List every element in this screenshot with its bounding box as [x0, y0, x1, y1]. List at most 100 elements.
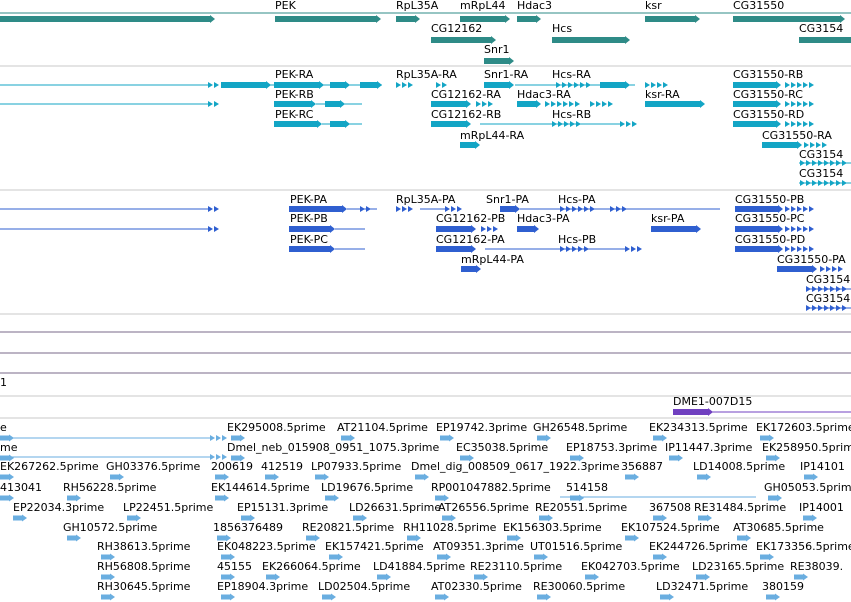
feature-glyph[interactable] [733, 120, 781, 128]
feature-glyph[interactable] [794, 573, 808, 581]
feature-glyph[interactable] [431, 36, 496, 44]
feature-glyph[interactable] [215, 494, 229, 502]
feature-glyph[interactable] [474, 573, 488, 581]
feature-glyph[interactable] [460, 454, 474, 462]
feature-glyph[interactable] [396, 15, 420, 23]
feature-glyph[interactable] [484, 57, 514, 65]
feature-glyph[interactable] [760, 553, 774, 561]
feature-glyph[interactable] [803, 514, 817, 522]
feature-glyph[interactable] [231, 434, 245, 442]
feature-glyph[interactable] [437, 553, 451, 561]
feature-glyph[interactable] [266, 573, 280, 581]
feature-glyph[interactable] [653, 553, 667, 561]
feature-glyph[interactable] [645, 100, 705, 108]
feature-glyph[interactable] [330, 120, 350, 128]
feature-glyph[interactable] [737, 534, 751, 542]
feature-glyph[interactable] [274, 81, 324, 89]
feature-glyph[interactable] [733, 15, 845, 23]
feature-glyph[interactable] [799, 36, 851, 44]
feature-glyph[interactable] [217, 534, 231, 542]
feature-glyph[interactable] [289, 245, 335, 253]
feature-glyph[interactable] [431, 100, 471, 108]
feature-glyph[interactable] [600, 81, 630, 89]
feature-glyph[interactable] [500, 205, 520, 213]
feature-glyph[interactable] [651, 225, 701, 233]
feature-glyph[interactable] [221, 553, 235, 561]
feature-glyph[interactable] [407, 534, 421, 542]
feature-glyph[interactable] [653, 514, 667, 522]
feature-glyph[interactable] [552, 36, 630, 44]
feature-glyph[interactable] [289, 205, 347, 213]
feature-glyph[interactable] [697, 473, 711, 481]
feature-glyph[interactable] [0, 473, 14, 481]
feature-glyph[interactable] [377, 573, 391, 581]
feature-glyph[interactable] [733, 100, 781, 108]
feature-glyph[interactable] [341, 434, 355, 442]
feature-glyph[interactable] [215, 473, 229, 481]
feature-glyph[interactable] [436, 225, 476, 233]
feature-glyph[interactable] [231, 454, 245, 462]
feature-glyph[interactable] [653, 434, 667, 442]
feature-glyph[interactable] [329, 553, 343, 561]
feature-glyph[interactable] [0, 494, 14, 502]
feature-glyph[interactable] [625, 534, 639, 542]
feature-glyph[interactable] [735, 205, 783, 213]
feature-glyph[interactable] [460, 141, 480, 149]
feature-glyph[interactable] [484, 81, 514, 89]
feature-glyph[interactable] [777, 265, 817, 273]
feature-glyph[interactable] [110, 473, 124, 481]
feature-glyph[interactable] [570, 494, 584, 502]
feature-glyph[interactable] [315, 473, 329, 481]
feature-glyph[interactable] [325, 494, 339, 502]
feature-glyph[interactable] [440, 434, 454, 442]
feature-glyph[interactable] [625, 473, 639, 481]
feature-glyph[interactable] [435, 593, 449, 601]
feature-glyph[interactable] [101, 553, 115, 561]
feature-glyph[interactable] [760, 434, 774, 442]
feature-glyph[interactable] [698, 514, 712, 522]
feature-glyph[interactable] [101, 573, 115, 581]
feature-glyph[interactable] [101, 593, 115, 601]
feature-glyph[interactable] [517, 100, 541, 108]
feature-glyph[interactable] [766, 593, 780, 601]
feature-glyph[interactable] [435, 494, 449, 502]
feature-glyph[interactable] [517, 15, 541, 23]
feature-glyph[interactable] [325, 100, 345, 108]
feature-glyph[interactable] [517, 225, 539, 233]
feature-glyph[interactable] [306, 534, 320, 542]
feature-glyph[interactable] [322, 593, 336, 601]
feature-glyph[interactable] [645, 15, 700, 23]
feature-glyph[interactable] [735, 225, 783, 233]
feature-glyph[interactable] [265, 473, 279, 481]
feature-glyph[interactable] [442, 514, 456, 522]
feature-glyph[interactable] [13, 514, 27, 522]
feature-glyph[interactable] [330, 81, 350, 89]
feature-glyph[interactable] [696, 573, 710, 581]
feature-glyph[interactable] [766, 454, 780, 462]
feature-glyph[interactable] [768, 494, 782, 502]
feature-glyph[interactable] [735, 245, 783, 253]
feature-glyph[interactable] [274, 100, 316, 108]
feature-glyph[interactable] [221, 81, 271, 89]
feature-glyph[interactable] [275, 15, 381, 23]
feature-glyph[interactable] [0, 454, 14, 462]
feature-glyph[interactable] [570, 454, 584, 462]
feature-glyph[interactable] [289, 225, 335, 233]
feature-glyph[interactable] [673, 408, 713, 416]
feature-glyph[interactable] [274, 120, 322, 128]
feature-glyph[interactable] [804, 473, 818, 481]
feature-glyph[interactable] [241, 514, 255, 522]
feature-glyph[interactable] [436, 245, 476, 253]
feature-glyph[interactable] [221, 573, 235, 581]
feature-glyph[interactable] [585, 573, 599, 581]
feature-glyph[interactable] [431, 120, 471, 128]
feature-glyph[interactable] [415, 473, 429, 481]
feature-glyph[interactable] [127, 514, 141, 522]
feature-glyph[interactable] [669, 454, 683, 462]
feature-glyph[interactable] [507, 534, 521, 542]
feature-glyph[interactable] [67, 534, 81, 542]
feature-glyph[interactable] [537, 593, 551, 601]
feature-glyph[interactable] [353, 514, 367, 522]
feature-glyph[interactable] [0, 15, 215, 23]
feature-glyph[interactable] [537, 434, 551, 442]
